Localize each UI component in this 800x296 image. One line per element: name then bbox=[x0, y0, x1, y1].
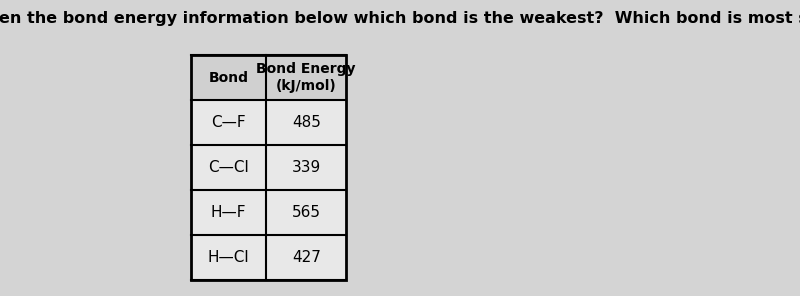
Text: C—F: C—F bbox=[211, 115, 246, 130]
Text: 427: 427 bbox=[292, 250, 321, 265]
Text: H—F: H—F bbox=[210, 205, 246, 220]
Text: C—Cl: C—Cl bbox=[208, 160, 249, 175]
Bar bbox=[190, 190, 346, 235]
Text: Bond: Bond bbox=[208, 70, 248, 85]
Bar bbox=[190, 55, 346, 100]
Text: H—Cl: H—Cl bbox=[207, 250, 249, 265]
Bar bbox=[190, 235, 346, 280]
Text: 10. Given the bond energy information below which bond is the weakest?  Which bo: 10. Given the bond energy information be… bbox=[0, 12, 800, 26]
Text: 339: 339 bbox=[292, 160, 321, 175]
Text: 485: 485 bbox=[292, 115, 321, 130]
Bar bbox=[190, 100, 346, 145]
Text: Bond Energy
(kJ/mol): Bond Energy (kJ/mol) bbox=[257, 62, 356, 93]
Text: 565: 565 bbox=[292, 205, 321, 220]
Bar bbox=[190, 145, 346, 190]
Bar bbox=[190, 55, 346, 280]
